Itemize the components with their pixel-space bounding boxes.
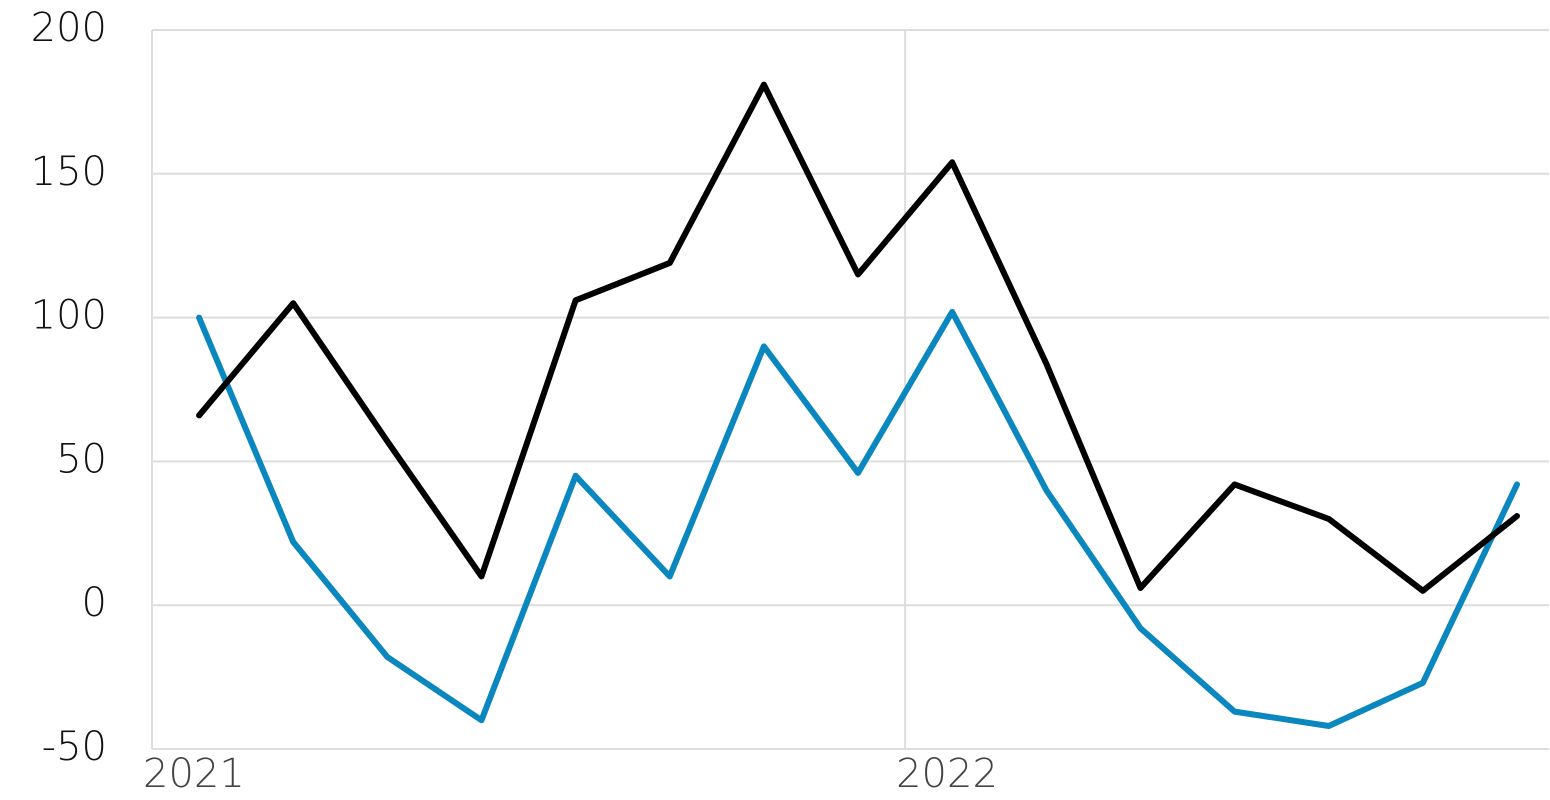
y-tick-label: 200 xyxy=(31,5,107,51)
y-tick-label: -50 xyxy=(42,724,107,770)
y-tick-label: 0 xyxy=(82,580,107,626)
y-tick-label: 50 xyxy=(56,436,107,482)
y-tick-label: 150 xyxy=(31,149,107,195)
y-tick-label: 100 xyxy=(31,293,107,339)
line-series xyxy=(196,81,1520,594)
x-tick-label: 2022 xyxy=(896,751,998,796)
line-series xyxy=(196,308,1520,729)
x-tick-label: 2021 xyxy=(143,751,245,796)
